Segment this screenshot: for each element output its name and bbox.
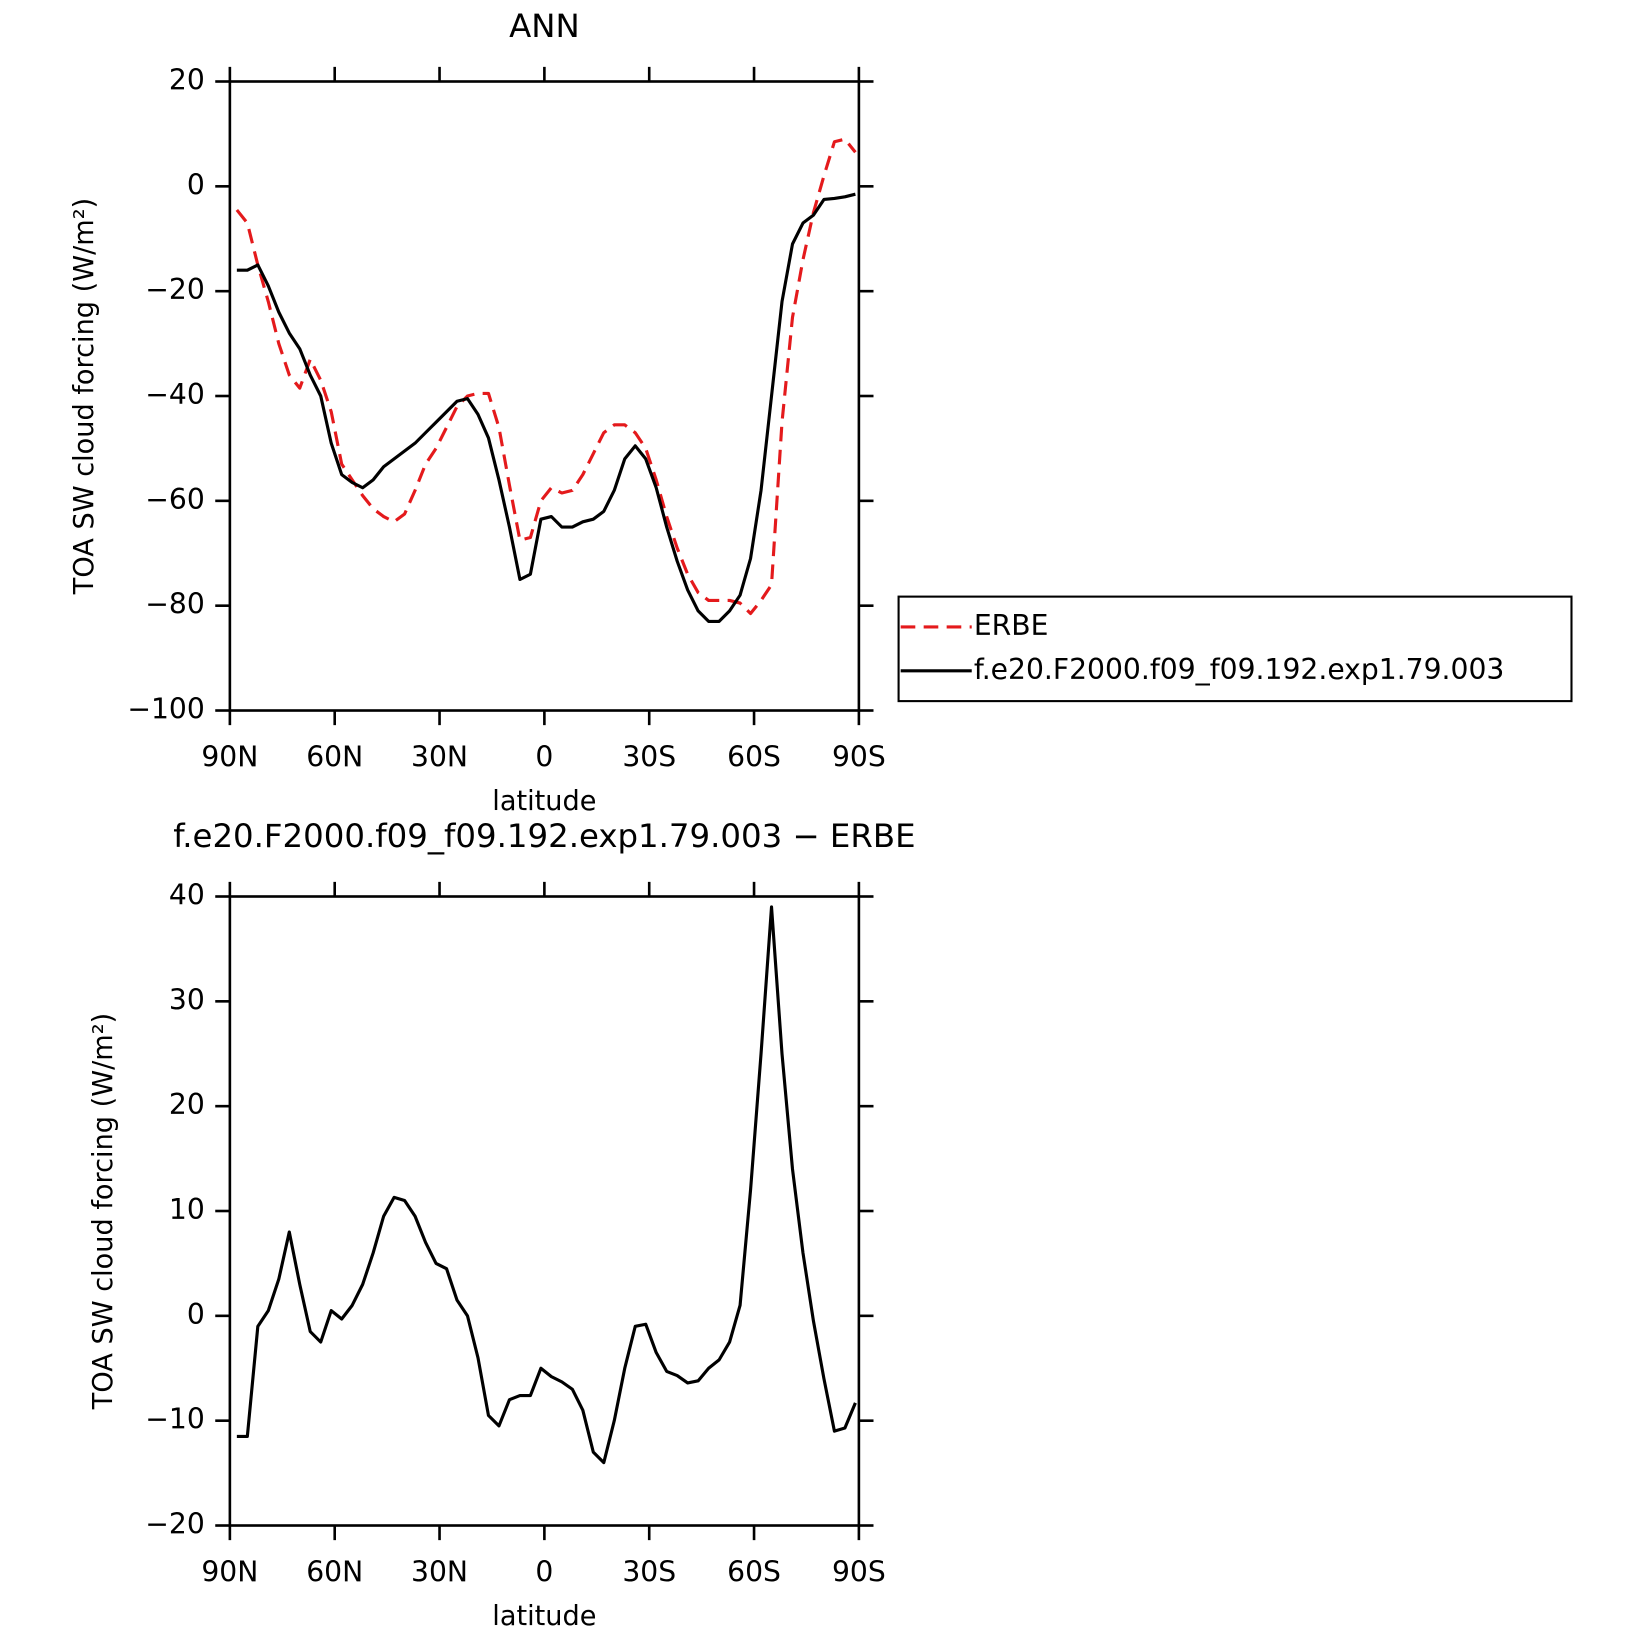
x-tick-label: 30S <box>622 741 676 774</box>
y-tick-label: −100 <box>127 693 204 726</box>
y-tick-label: −20 <box>145 1508 205 1541</box>
chart-title: ANN <box>509 7 580 45</box>
y-tick-label: 40 <box>169 879 205 912</box>
y-tick-label: −10 <box>145 1403 205 1436</box>
y-tick-label: −40 <box>145 378 205 411</box>
legend-label: ERBE <box>974 609 1049 642</box>
y-tick-label: 10 <box>169 1193 205 1226</box>
y-axis-label: TOA SW cloud forcing (W/m²) <box>69 198 100 595</box>
x-tick-label: 90N <box>201 741 258 774</box>
data-line <box>236 192 856 623</box>
y-tick-label: 0 <box>187 1298 205 1331</box>
y-tick-label: 0 <box>187 168 205 201</box>
plot-frame <box>228 895 861 1527</box>
chart-title: f.e20.F2000.f09_f09.192.exp1.79.003 − ER… <box>173 817 915 855</box>
x-tick-label: 60N <box>306 741 363 774</box>
x-tick-label: 0 <box>535 741 553 774</box>
y-tick-label: 30 <box>169 983 205 1016</box>
y-tick-label: 20 <box>169 64 205 97</box>
plot-frame <box>228 80 861 712</box>
x-axis-label: latitude <box>492 786 596 817</box>
y-tick-label: −20 <box>145 273 205 306</box>
x-tick-label: 60S <box>727 741 781 774</box>
x-tick-label: 30S <box>622 1556 676 1589</box>
legend-box <box>897 595 1573 703</box>
x-tick-label: 60N <box>306 1556 363 1589</box>
legend-label: f.e20.F2000.f09_f09.192.exp1.79.003 <box>974 653 1505 686</box>
y-axis-label: TOA SW cloud forcing (W/m²) <box>88 1013 119 1410</box>
x-tick-label: 0 <box>535 1556 553 1589</box>
y-tick-label: −60 <box>145 483 205 516</box>
x-tick-label: 90N <box>201 1556 258 1589</box>
x-axis-label: latitude <box>492 1601 596 1630</box>
x-tick-label: 90S <box>832 1556 886 1589</box>
y-tick-label: −80 <box>145 588 205 621</box>
x-tick-label: 30N <box>411 741 468 774</box>
x-tick-label: 60S <box>727 1556 781 1589</box>
data-line <box>235 137 857 616</box>
x-tick-label: 90S <box>832 741 886 774</box>
y-tick-label: 20 <box>169 1088 205 1121</box>
data-line <box>236 905 857 1465</box>
x-tick-label: 30N <box>411 1556 468 1589</box>
